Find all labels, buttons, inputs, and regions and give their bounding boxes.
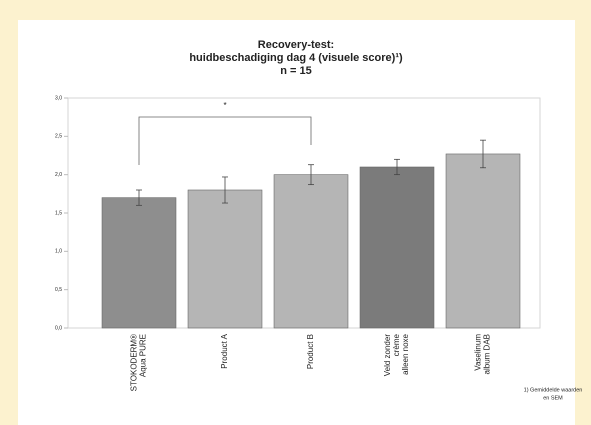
- footnote: 1) Gemiddelde waarden: [524, 387, 583, 393]
- x-tick-label: Veld zonder: [383, 334, 392, 377]
- annotation: *: [223, 101, 226, 110]
- x-tick-label: crème: [392, 333, 401, 356]
- x-tick-label: Aqua PURE: [139, 334, 148, 377]
- y-tick-label: 1,0: [55, 249, 62, 255]
- bar: [359, 166, 435, 329]
- x-tick-label: alleen noxe: [401, 333, 410, 374]
- chart-title: huidbeschadiging dag 4 (visuele score)¹): [189, 52, 403, 64]
- x-tick-label: album DAB: [483, 334, 492, 374]
- y-tick-label: 2,0: [55, 172, 62, 178]
- y-tick-label: 2,5: [55, 134, 62, 140]
- significance-bracket: [138, 116, 312, 165]
- y-tick-label: 3,0: [55, 95, 62, 101]
- bar: [273, 174, 349, 329]
- y-tick-label: 0,0: [55, 325, 62, 331]
- x-tick-label: STOKODERM®: [130, 334, 139, 391]
- x-tick-label: Vaselinum: [474, 334, 483, 371]
- x-tick-label: Product A: [220, 333, 229, 368]
- y-tick-label: 0,5: [55, 287, 62, 293]
- y-tick-label: 1,5: [55, 210, 62, 216]
- footnote: en SEM: [543, 395, 563, 401]
- x-tick-label: Product B: [306, 334, 315, 369]
- bar: [101, 197, 177, 329]
- chart-title: n = 15: [280, 65, 312, 77]
- bar: [187, 189, 263, 329]
- chart-title: Recovery-test:: [258, 39, 334, 51]
- bar: [445, 153, 521, 329]
